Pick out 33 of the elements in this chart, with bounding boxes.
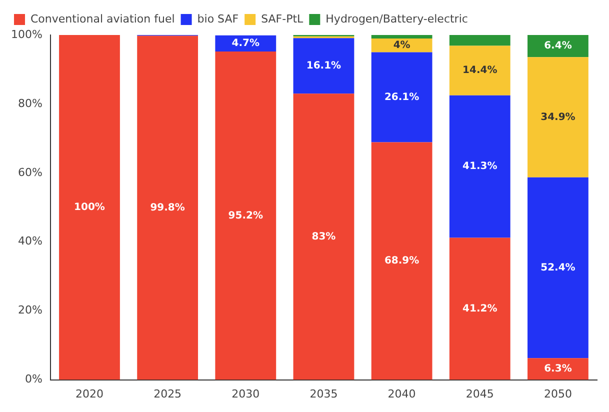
data-label: 68.9% — [384, 256, 420, 267]
data-label: 100% — [74, 202, 105, 213]
data-label: 4.7% — [232, 38, 260, 50]
x-tick-label: 2050 — [544, 387, 572, 400]
data-label: 4% — [393, 40, 410, 51]
y-tick-label: 20% — [18, 304, 42, 317]
data-label: 41.3% — [462, 161, 498, 172]
data-label: 83% — [312, 231, 336, 242]
x-tick-label: 2035 — [310, 387, 338, 400]
x-tick-label: 2025 — [154, 387, 182, 400]
legend-label: SAF-PtL — [261, 12, 304, 26]
y-tick-label: 60% — [18, 166, 42, 179]
legend-label: bio SAF — [197, 12, 239, 26]
y-tick-label: 40% — [18, 234, 42, 248]
data-label: 14.4% — [462, 65, 498, 76]
y-tick-label: 100% — [10, 28, 42, 41]
x-tick-label: 2030 — [232, 387, 260, 400]
data-label: 6.3% — [544, 364, 572, 375]
data-label: 99.8% — [150, 202, 185, 214]
data-label: 16.1% — [306, 60, 342, 72]
data-label: 26.1% — [384, 92, 420, 103]
y-tick-label: 80% — [18, 96, 42, 110]
legend-label: Hydrogen/Battery-electric — [326, 12, 468, 26]
legend-label: Conventional aviation fuel — [30, 12, 175, 26]
x-tick-label: 2040 — [388, 387, 416, 400]
data-label: 52.4% — [540, 262, 576, 274]
x-tick-label: 2020 — [75, 387, 104, 400]
data-label: 41.2% — [462, 303, 498, 314]
data-label: 95.2% — [228, 210, 263, 222]
y-tick-label: 0% — [24, 372, 42, 386]
data-label: 34.9% — [540, 112, 576, 123]
data-label: 6.4% — [544, 40, 572, 52]
x-tick-label: 2045 — [466, 387, 494, 400]
